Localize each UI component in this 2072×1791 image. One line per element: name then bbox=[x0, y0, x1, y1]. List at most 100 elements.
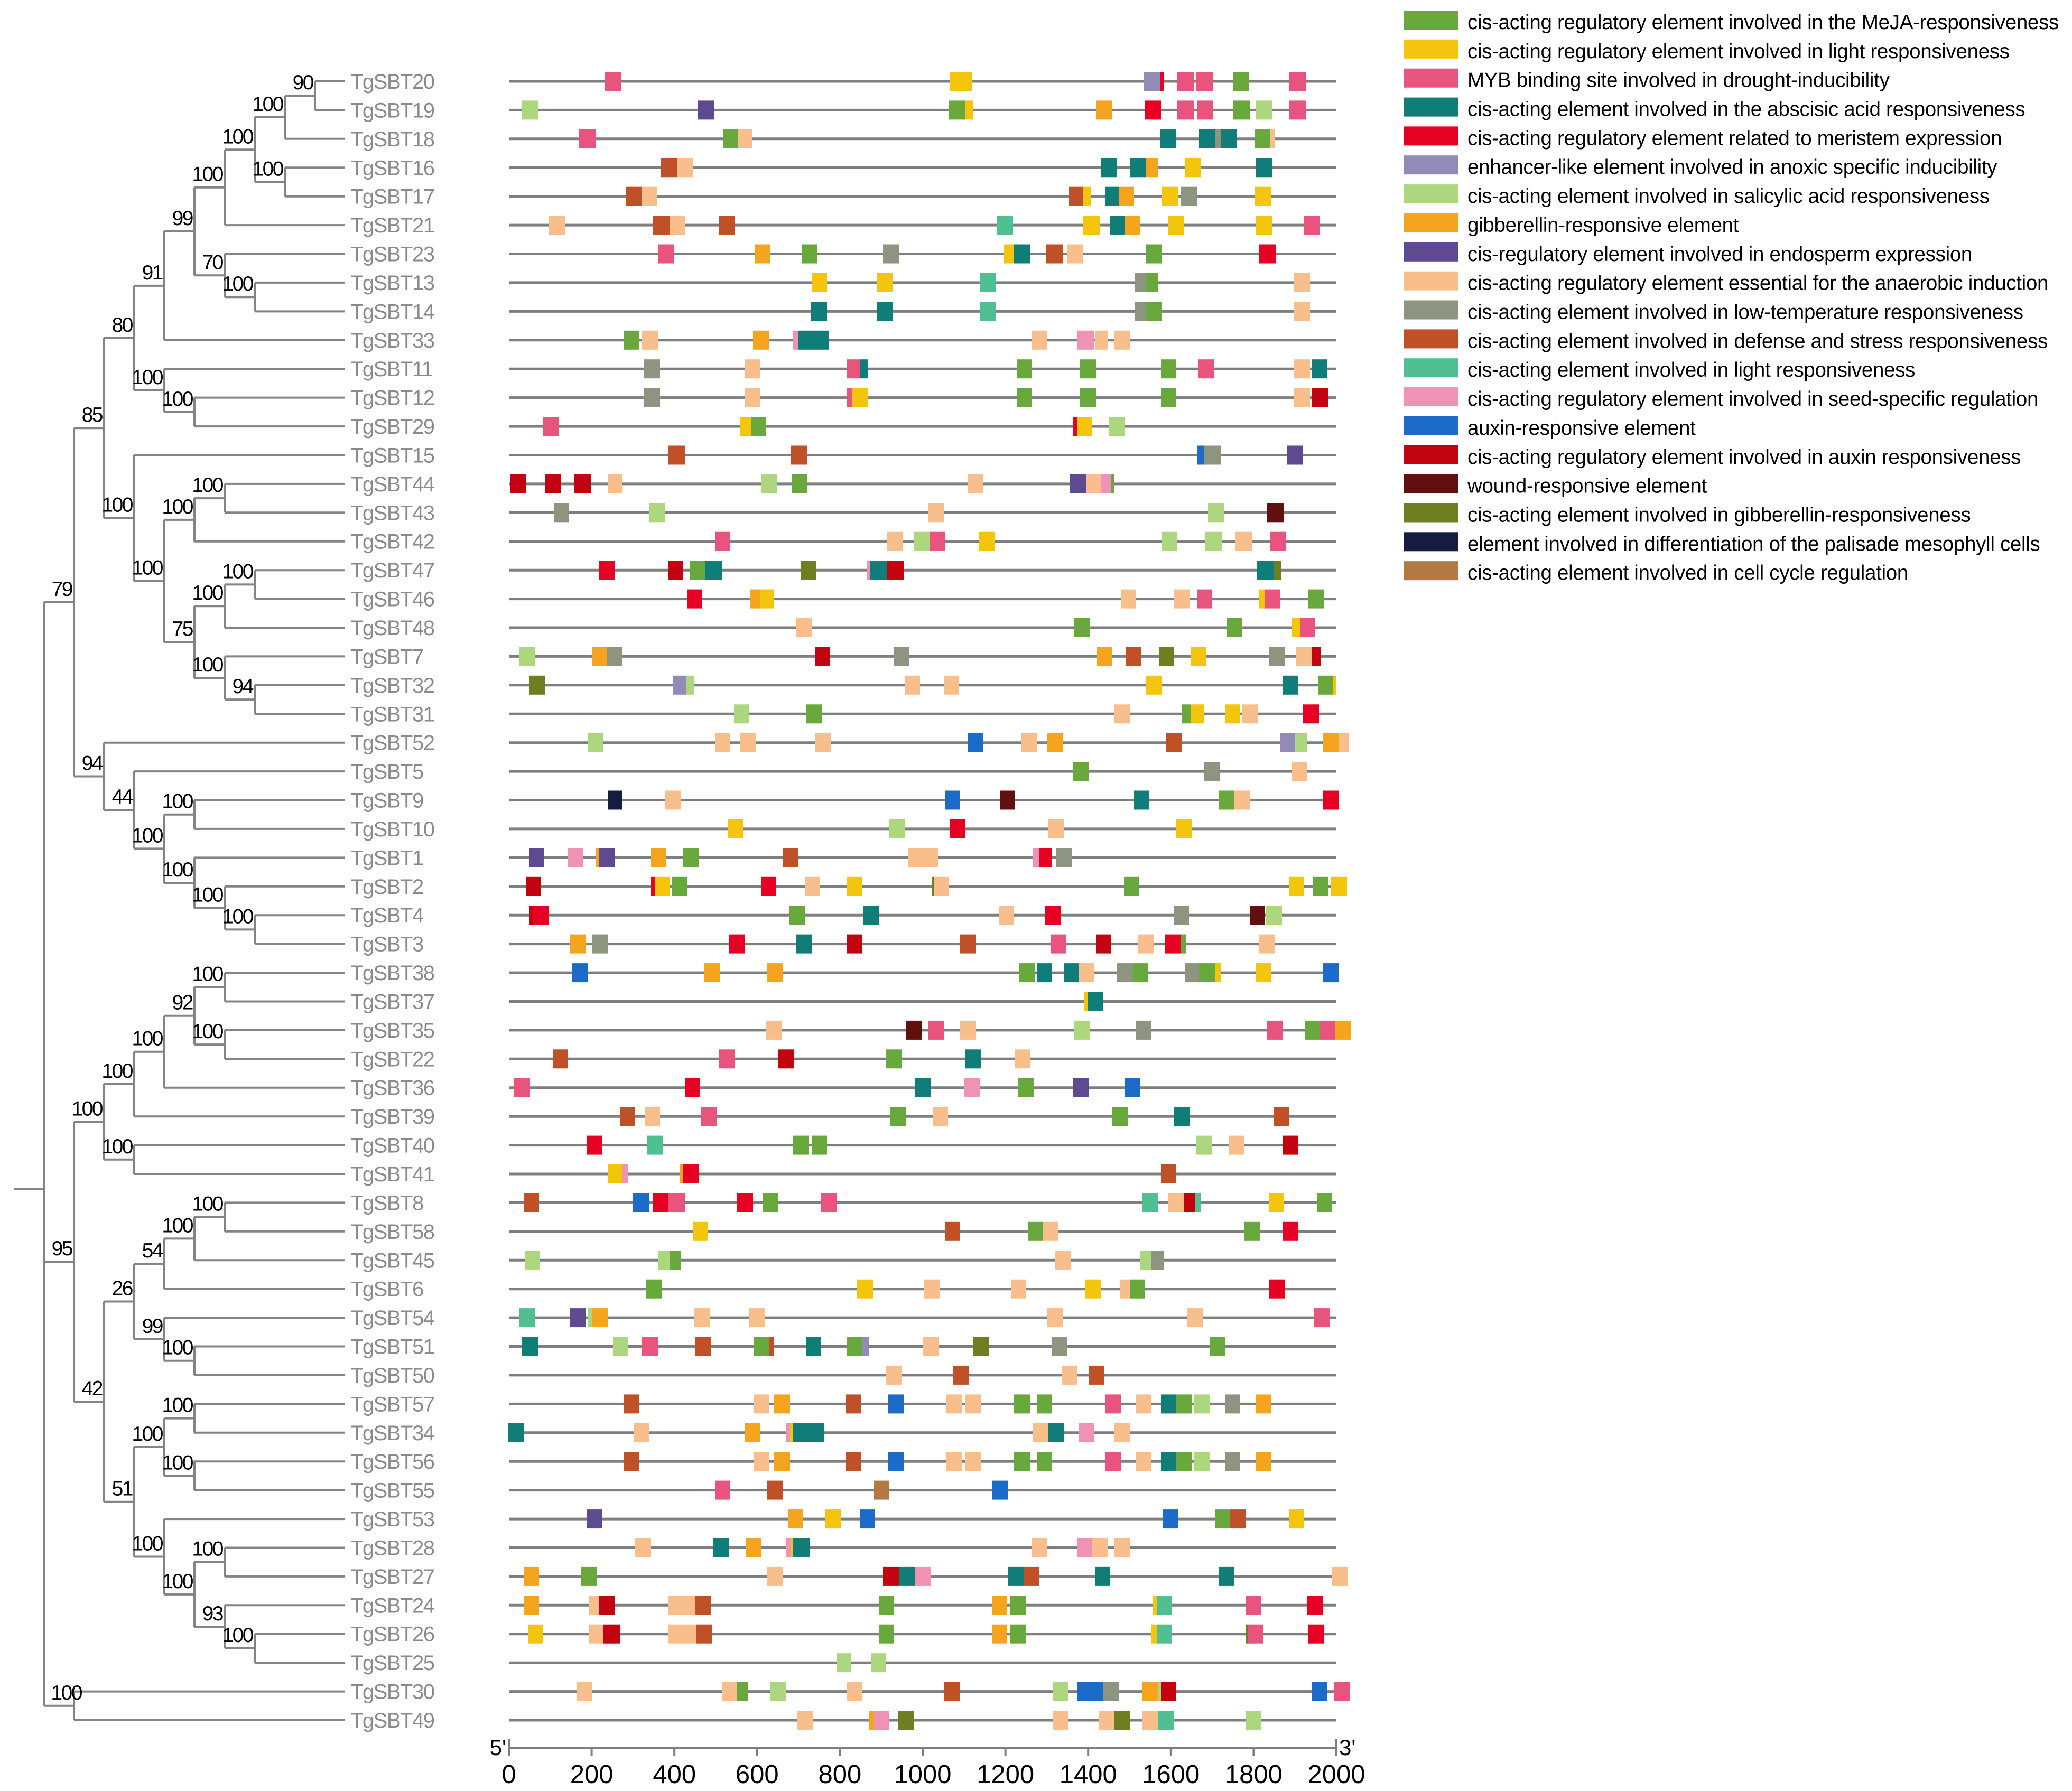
svg-text:100: 100 bbox=[162, 859, 193, 881]
svg-text:100: 100 bbox=[192, 654, 223, 676]
svg-text:100: 100 bbox=[192, 1020, 223, 1043]
svg-text:44: 44 bbox=[112, 786, 133, 808]
svg-text:200: 200 bbox=[570, 1760, 614, 1788]
svg-text:600: 600 bbox=[736, 1760, 779, 1788]
svg-text:100: 100 bbox=[222, 905, 253, 928]
svg-text:TgSBT54: TgSBT54 bbox=[350, 1307, 435, 1330]
svg-text:94: 94 bbox=[82, 752, 103, 775]
svg-text:100: 100 bbox=[51, 1682, 82, 1704]
svg-text:TgSBT58: TgSBT58 bbox=[350, 1220, 434, 1244]
svg-text:99: 99 bbox=[172, 207, 193, 230]
svg-text:100: 100 bbox=[162, 1337, 193, 1359]
svg-text:enhancer-like element involved: enhancer-like element involved in anoxic… bbox=[1467, 156, 1997, 179]
svg-text:100: 100 bbox=[162, 790, 193, 813]
svg-text:TgSBT2: TgSBT2 bbox=[350, 875, 423, 899]
svg-text:TgSBT30: TgSBT30 bbox=[350, 1681, 434, 1704]
svg-text:TgSBT23: TgSBT23 bbox=[350, 243, 434, 266]
svg-text:TgSBT24: TgSBT24 bbox=[350, 1594, 435, 1617]
svg-text:TgSBT22: TgSBT22 bbox=[350, 1048, 434, 1071]
svg-text:cis-acting regulatory element: cis-acting regulatory element involved i… bbox=[1467, 446, 2021, 469]
svg-text:100: 100 bbox=[162, 1394, 193, 1417]
svg-text:TgSBT16: TgSBT16 bbox=[350, 156, 434, 180]
svg-text:100: 100 bbox=[192, 582, 223, 604]
svg-text:TgSBT10: TgSBT10 bbox=[350, 818, 434, 841]
svg-text:TgSBT21: TgSBT21 bbox=[350, 214, 434, 237]
svg-text:85: 85 bbox=[82, 404, 103, 426]
svg-text:gibberellin-responsive element: gibberellin-responsive element bbox=[1467, 214, 1739, 237]
svg-text:100: 100 bbox=[162, 1214, 193, 1237]
svg-text:100: 100 bbox=[101, 1135, 133, 1158]
svg-text:100: 100 bbox=[132, 366, 163, 389]
svg-text:TgSBT28: TgSBT28 bbox=[350, 1537, 434, 1560]
svg-text:cis-acting regulatory element: cis-acting regulatory element related to… bbox=[1467, 127, 2002, 150]
svg-text:cis-acting element involved in: cis-acting element involved in defense a… bbox=[1467, 330, 2048, 352]
svg-text:auxin-responsive element: auxin-responsive element bbox=[1467, 417, 1696, 440]
svg-text:100: 100 bbox=[222, 273, 253, 295]
svg-text:0: 0 bbox=[501, 1760, 516, 1788]
svg-text:TgSBT56: TgSBT56 bbox=[350, 1450, 434, 1473]
svg-text:TgSBT52: TgSBT52 bbox=[350, 732, 434, 755]
svg-text:TgSBT9: TgSBT9 bbox=[350, 789, 423, 813]
svg-text:400: 400 bbox=[653, 1760, 696, 1788]
svg-text:TgSBT17: TgSBT17 bbox=[350, 185, 434, 209]
svg-text:TgSBT33: TgSBT33 bbox=[350, 329, 434, 352]
svg-text:TgSBT51: TgSBT51 bbox=[350, 1336, 434, 1359]
svg-text:TgSBT39: TgSBT39 bbox=[350, 1105, 434, 1128]
svg-text:TgSBT44: TgSBT44 bbox=[350, 473, 435, 496]
svg-text:cis-acting element involved in: cis-acting element involved in light res… bbox=[1467, 359, 1915, 381]
svg-text:100: 100 bbox=[162, 1451, 193, 1474]
svg-text:1200: 1200 bbox=[977, 1760, 1034, 1788]
svg-text:79: 79 bbox=[52, 578, 72, 601]
svg-text:cis-acting regulatory element: cis-acting regulatory element involved i… bbox=[1467, 40, 2010, 63]
svg-text:wound-responsive element: wound-responsive element bbox=[1467, 475, 1707, 498]
svg-text:TgSBT5: TgSBT5 bbox=[350, 760, 423, 783]
svg-text:TgSBT50: TgSBT50 bbox=[350, 1364, 434, 1387]
svg-text:100: 100 bbox=[192, 1538, 223, 1561]
svg-text:TgSBT6: TgSBT6 bbox=[350, 1278, 423, 1301]
svg-text:cis-acting element involved in: cis-acting element involved in low-tempe… bbox=[1467, 301, 2023, 324]
svg-text:100: 100 bbox=[222, 125, 253, 148]
svg-text:91: 91 bbox=[142, 262, 163, 284]
svg-text:TgSBT46: TgSBT46 bbox=[350, 588, 434, 611]
svg-text:3': 3' bbox=[1339, 1735, 1355, 1760]
svg-text:TgSBT13: TgSBT13 bbox=[350, 272, 434, 295]
svg-text:cis-acting element involved in: cis-acting element involved in salicylic… bbox=[1467, 185, 1990, 208]
svg-text:100: 100 bbox=[192, 163, 223, 186]
svg-text:100: 100 bbox=[222, 1624, 253, 1647]
svg-text:5': 5' bbox=[490, 1735, 506, 1760]
svg-text:TgSBT19: TgSBT19 bbox=[350, 99, 434, 122]
svg-text:TgSBT42: TgSBT42 bbox=[350, 530, 434, 554]
svg-text:94: 94 bbox=[233, 675, 254, 698]
svg-text:75: 75 bbox=[172, 618, 193, 640]
svg-text:100: 100 bbox=[101, 1060, 133, 1083]
svg-text:TgSBT1: TgSBT1 bbox=[350, 846, 423, 870]
svg-text:93: 93 bbox=[202, 1602, 223, 1625]
svg-text:800: 800 bbox=[819, 1760, 862, 1788]
svg-text:TgSBT12: TgSBT12 bbox=[350, 387, 434, 410]
svg-text:100: 100 bbox=[162, 388, 193, 411]
svg-text:TgSBT18: TgSBT18 bbox=[350, 128, 434, 151]
svg-text:TgSBT27: TgSBT27 bbox=[350, 1565, 434, 1589]
svg-text:TgSBT38: TgSBT38 bbox=[350, 962, 434, 985]
svg-text:26: 26 bbox=[112, 1277, 133, 1300]
svg-text:100: 100 bbox=[192, 963, 223, 985]
svg-text:2000: 2000 bbox=[1307, 1760, 1365, 1788]
svg-text:TgSBT41: TgSBT41 bbox=[350, 1163, 434, 1186]
svg-text:100: 100 bbox=[132, 824, 163, 847]
svg-text:70: 70 bbox=[202, 251, 224, 274]
svg-text:cis-acting regulatory element: cis-acting regulatory element essential … bbox=[1467, 272, 2048, 295]
svg-text:cis-acting regulatory element: cis-acting regulatory element involved i… bbox=[1467, 11, 2059, 34]
svg-text:92: 92 bbox=[172, 992, 193, 1014]
svg-text:TgSBT11: TgSBT11 bbox=[350, 358, 433, 381]
svg-text:element involved in differenti: element involved in differentiation of t… bbox=[1467, 533, 2040, 555]
svg-text:51: 51 bbox=[112, 1478, 133, 1500]
svg-text:cis-acting element involved in: cis-acting element involved in cell cycl… bbox=[1467, 562, 1908, 584]
svg-text:1400: 1400 bbox=[1060, 1760, 1117, 1788]
svg-text:1600: 1600 bbox=[1142, 1760, 1200, 1788]
svg-text:TgSBT32: TgSBT32 bbox=[350, 674, 434, 697]
svg-text:90: 90 bbox=[293, 71, 314, 94]
svg-text:TgSBT15: TgSBT15 bbox=[350, 444, 434, 468]
svg-text:TgSBT29: TgSBT29 bbox=[350, 415, 434, 439]
svg-text:cis-acting element involved in: cis-acting element involved in the absci… bbox=[1467, 98, 2025, 121]
svg-text:100: 100 bbox=[132, 1533, 163, 1555]
